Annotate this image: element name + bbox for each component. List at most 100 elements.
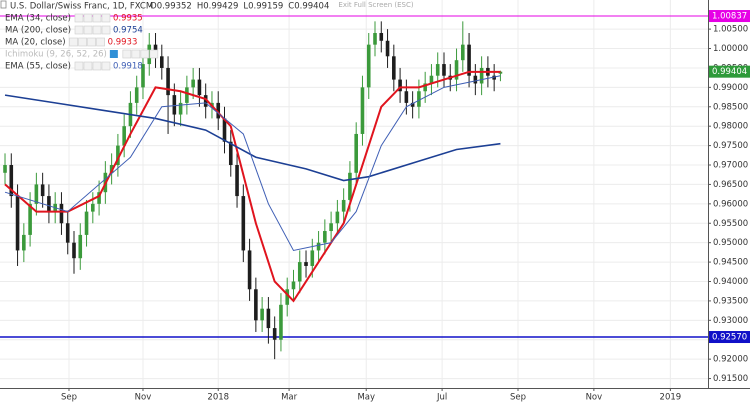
candle-body bbox=[310, 250, 315, 266]
indicator-name: MA (20, close) bbox=[5, 38, 66, 48]
candle-body bbox=[134, 87, 139, 103]
price-label-box bbox=[709, 10, 750, 23]
legend-button[interactable] bbox=[131, 49, 141, 59]
x-tick-label: Sep bbox=[510, 393, 526, 403]
candle-body bbox=[15, 196, 20, 251]
y-tick-label: 0.97500 bbox=[713, 141, 748, 151]
candle-body bbox=[3, 165, 7, 173]
candle-body bbox=[216, 102, 221, 119]
x-tick-label: Nov bbox=[586, 393, 603, 403]
candle-body bbox=[47, 196, 51, 212]
candle-body bbox=[329, 223, 333, 232]
candle-body bbox=[379, 33, 384, 41]
ohlc-value: C0.99404 bbox=[288, 2, 329, 12]
legend-button[interactable] bbox=[96, 37, 105, 47]
legend-button[interactable] bbox=[101, 13, 111, 23]
y-tick-label: 0.91500 bbox=[713, 374, 748, 384]
candle-body bbox=[254, 289, 258, 321]
candle-body bbox=[410, 102, 415, 107]
candle-body bbox=[417, 91, 421, 107]
candle-body bbox=[442, 64, 446, 76]
candle-body bbox=[304, 262, 308, 266]
legend-button[interactable] bbox=[92, 61, 102, 71]
y-tick-label: 0.95000 bbox=[713, 238, 748, 248]
price-label-box bbox=[709, 331, 750, 344]
notice[interactable]: Exit Full Screen (ESC) bbox=[338, 1, 413, 9]
x-tick-label: Nov bbox=[135, 393, 152, 403]
y-tick-label: 0.92000 bbox=[713, 355, 748, 365]
candle-body bbox=[59, 203, 64, 224]
candle-body bbox=[398, 79, 402, 92]
legend-button[interactable] bbox=[69, 37, 78, 47]
candle-body bbox=[335, 211, 340, 224]
legend-button[interactable] bbox=[74, 13, 84, 23]
legend-button[interactable] bbox=[92, 25, 102, 35]
indicator-value: 0.9933 bbox=[108, 38, 138, 48]
candle-body bbox=[392, 56, 396, 80]
y-tick-label: 1.00500 bbox=[713, 25, 748, 35]
candle-body bbox=[78, 234, 83, 259]
candle-body bbox=[91, 203, 95, 212]
candle-body bbox=[373, 33, 377, 45]
candle-body bbox=[435, 64, 440, 76]
indicator-line bbox=[4, 94, 501, 182]
candle-body bbox=[366, 44, 371, 88]
legend-button[interactable] bbox=[101, 25, 111, 35]
x-tick-label: Mar bbox=[281, 393, 298, 403]
candle-body bbox=[479, 67, 484, 84]
candle-body bbox=[272, 328, 277, 340]
y-tick-label: 1.00000 bbox=[713, 44, 748, 54]
icon bbox=[109, 50, 118, 58]
x-tick-label: May bbox=[357, 393, 375, 403]
legend-button[interactable] bbox=[87, 37, 96, 47]
price-label-box bbox=[709, 65, 750, 78]
x-tick-label: Sep bbox=[61, 393, 77, 403]
candle-body bbox=[492, 75, 496, 80]
candle-body bbox=[116, 145, 120, 166]
y-tick-label: 0.94500 bbox=[713, 258, 748, 268]
candle-body bbox=[166, 67, 170, 96]
candle-body bbox=[297, 262, 302, 282]
candle-body bbox=[159, 56, 164, 68]
candle-body bbox=[197, 79, 202, 96]
legend-button[interactable] bbox=[140, 49, 150, 59]
legend-button[interactable] bbox=[122, 49, 132, 59]
legend-button[interactable] bbox=[101, 61, 111, 71]
candle-body bbox=[172, 95, 177, 115]
candle-body bbox=[185, 87, 189, 103]
y-tick-label: 0.93500 bbox=[713, 296, 748, 306]
legend-button[interactable] bbox=[83, 25, 93, 35]
legend-button[interactable] bbox=[149, 49, 159, 59]
indicator-name: EMA (34, close) bbox=[5, 14, 71, 24]
legend-button[interactable] bbox=[78, 37, 87, 47]
y-tick-label: 0.98000 bbox=[713, 122, 748, 132]
indicator-value: 0.9918 bbox=[113, 62, 143, 72]
legend-button[interactable] bbox=[74, 61, 84, 71]
chart-title: U.S. Dollar/Swiss Franc, 1D, FXCM bbox=[10, 2, 153, 12]
candle-body bbox=[109, 165, 114, 173]
y-tick-label: 0.93000 bbox=[713, 316, 748, 326]
legend-button[interactable] bbox=[83, 61, 93, 71]
grid bbox=[0, 0, 708, 388]
candle-body bbox=[22, 234, 26, 251]
ohlc-value: H0.99429 bbox=[197, 2, 239, 12]
legend-button[interactable] bbox=[74, 25, 84, 35]
legend-button[interactable] bbox=[83, 13, 93, 23]
candle-body bbox=[141, 64, 145, 88]
x-tick-label: 2018 bbox=[207, 393, 229, 403]
candle-body bbox=[467, 44, 471, 76]
candle-body bbox=[72, 242, 76, 259]
candle-body bbox=[247, 250, 252, 290]
ohlc-value: L0.99159 bbox=[243, 2, 283, 12]
y-tick-label: 0.96000 bbox=[713, 199, 748, 209]
indicator-name: EMA (55, close) bbox=[5, 62, 71, 72]
candle-body bbox=[191, 79, 195, 88]
candle-body bbox=[385, 40, 390, 57]
candle-body bbox=[360, 87, 365, 134]
legend-button[interactable] bbox=[92, 13, 102, 23]
candle-body bbox=[228, 141, 233, 166]
candle-body bbox=[122, 126, 126, 146]
ohlc-value: O0.99352 bbox=[150, 2, 192, 12]
